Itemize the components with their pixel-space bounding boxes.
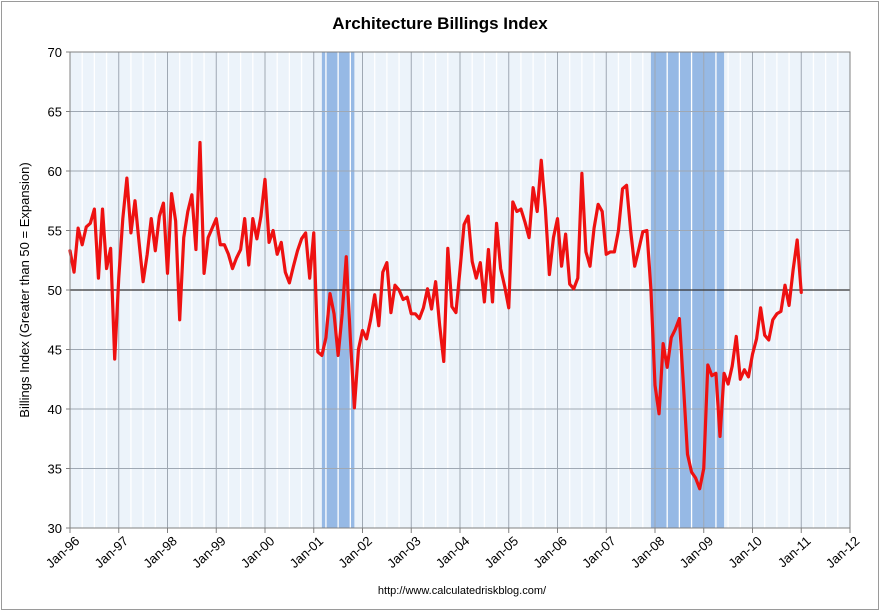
y-tick-label: 40: [48, 402, 62, 417]
y-axis-label: Billings Index (Greater than 50 = Expans…: [17, 162, 32, 417]
axes: [66, 51, 851, 533]
x-tick-label: Jan-10: [725, 533, 765, 571]
x-tick-label: Jan-08: [628, 533, 668, 571]
y-tick-label: 50: [48, 283, 62, 298]
x-tick-label: Jan-09: [677, 533, 717, 571]
x-tick-label: Jan-06: [530, 533, 570, 571]
x-tick-label: Jan-11: [775, 533, 814, 570]
x-tick-label: Jan-96: [43, 533, 83, 571]
y-tick-labels: 30 35 40 45 50 55 60 65 70: [48, 45, 62, 536]
x-tick-label: Jan-97: [92, 533, 132, 571]
chart-title: Architecture Billings Index: [332, 14, 548, 33]
y-tick-label: 45: [48, 343, 62, 358]
x-tick-label: Jan-01: [287, 533, 327, 571]
x-tick-label: Jan-02: [335, 533, 375, 571]
y-tick-label: 35: [48, 462, 62, 477]
y-tick-label: 70: [48, 45, 62, 60]
x-tick-label: Jan-04: [433, 533, 473, 571]
x-tick-label: Jan-99: [189, 533, 229, 571]
x-tick-label: Jan-12: [823, 533, 863, 571]
y-tick-label: 55: [48, 224, 62, 239]
x-tick-label: Jan-05: [482, 533, 522, 571]
series-line-1: [68, 140, 803, 491]
x-tick-label: Jan-98: [140, 533, 180, 571]
source-url: http://www.calculatedriskblog.com/: [378, 585, 547, 597]
series-group: [68, 140, 803, 491]
y-tick-label: 65: [48, 105, 62, 120]
x-tick-labels: Jan-96 Jan-97 Jan-98 Jan-99 Jan-00 Jan-01 Jan-…: [43, 533, 863, 571]
x-tick-label: Jan-00: [238, 533, 278, 571]
y-tick-label: 60: [48, 164, 62, 179]
x-tick-label: Jan-07: [579, 533, 619, 571]
y-tick-label: 30: [48, 521, 62, 536]
x-tick-label: Jan-03: [384, 533, 424, 571]
